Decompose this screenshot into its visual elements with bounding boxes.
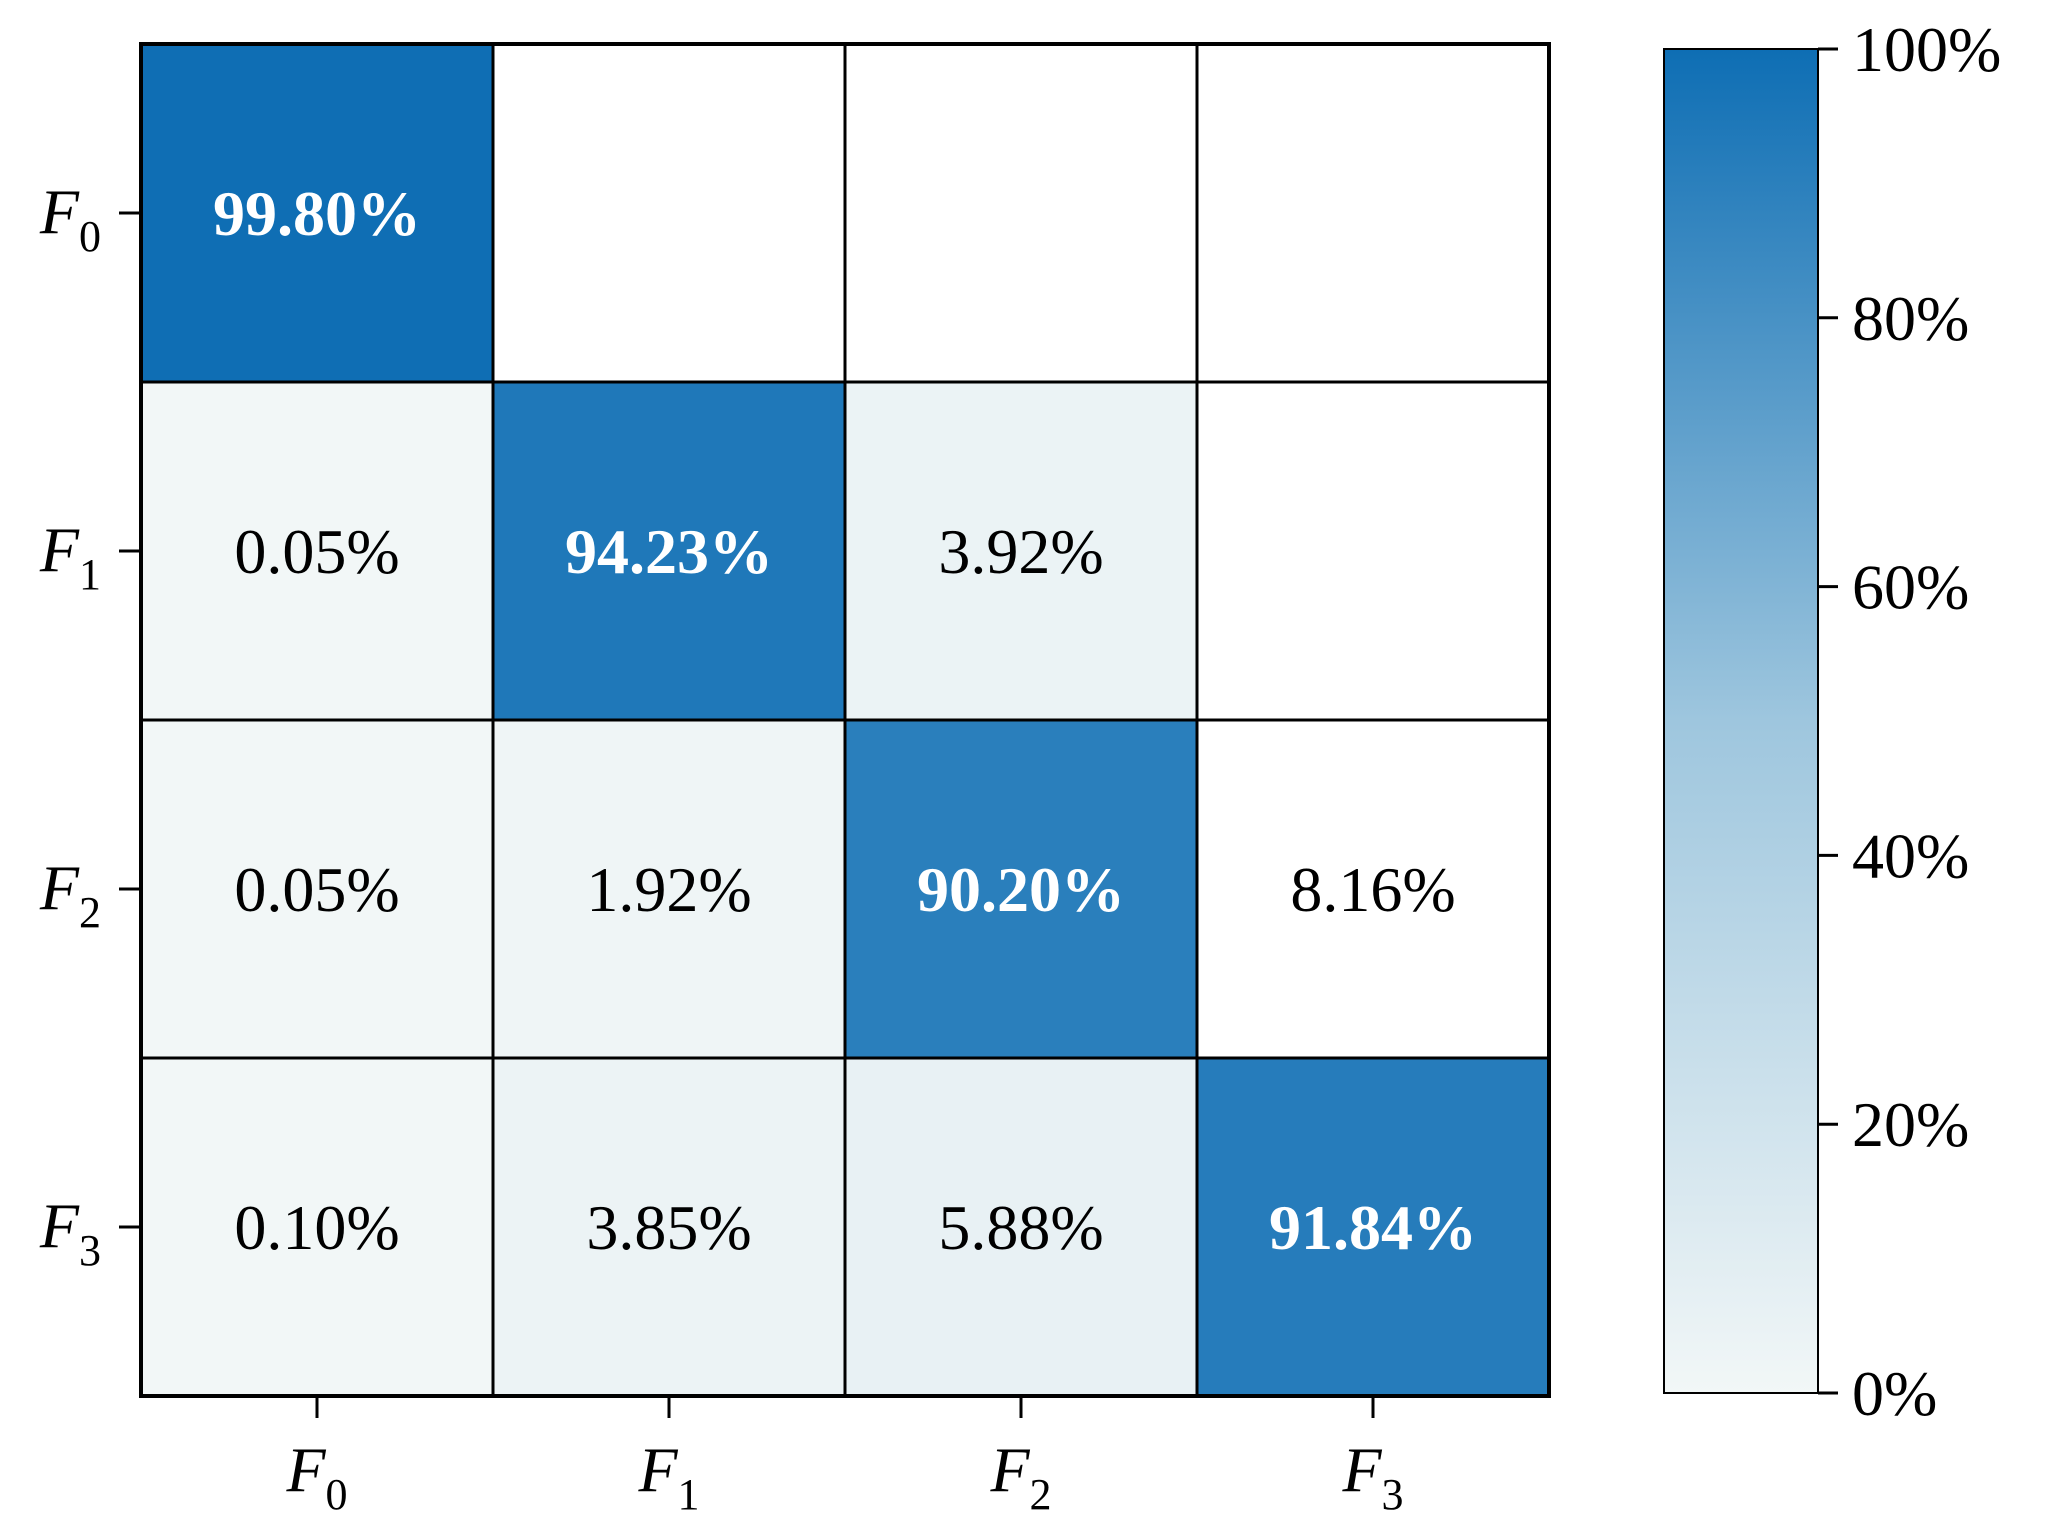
colorbar-tick-label-4: 80% [1852, 283, 1969, 354]
heatmap-cell-r2-c0 [139, 718, 495, 1060]
heatmap-cell-r1-c0 [139, 380, 495, 722]
colorbar: 0% 20% 40% 60% 80% 100% [1663, 14, 2001, 1429]
cell-label-r2-c2: 90.20% [917, 854, 1125, 925]
y-axis: F0 F1 F2 F3 [39, 176, 141, 1275]
heatmap-cell-r2-c3 [1195, 718, 1551, 1060]
x-tick-label-3: F3 [1341, 1434, 1403, 1519]
cell-label-r3-c3: 91.84% [1269, 1192, 1477, 1263]
heatmap-cells: 99.80% 0.05% 94.23% 3.92% 0.05% 1.92% 90.20% 8.… [139, 42, 1551, 1398]
heatmap-cell-r3-c3 [1195, 1056, 1551, 1398]
cell-label-r1-c2: 3.92% [938, 516, 1103, 587]
colorbar-tick-label-0: 0% [1852, 1358, 1937, 1429]
heatmap-cell-r1-c2 [843, 380, 1199, 722]
cell-label-r1-c0: 0.05% [234, 516, 399, 587]
colorbar-tick-label-3: 60% [1852, 552, 1969, 623]
heatmap-cell-r0-c3 [1195, 42, 1551, 384]
cell-label-r3-c1: 3.85% [586, 1192, 751, 1263]
x-tick-label-1: F1 [637, 1434, 699, 1519]
y-tick-label-3: F3 [39, 1190, 101, 1275]
colorbar-gradient [1663, 48, 1819, 1394]
cell-label-r0-c0: 99.80% [213, 178, 421, 249]
cell-label-r3-c2: 5.88% [938, 1192, 1103, 1263]
heatmap-cell-r0-c0 [139, 42, 495, 384]
heatmap-cell-r2-c1 [491, 718, 847, 1060]
y-tick-label-1: F1 [39, 514, 101, 599]
heatmap-cell-r0-c2 [843, 42, 1199, 384]
x-axis: F0 F1 F2 F3 [285, 1396, 1404, 1519]
x-tick-label-2: F2 [989, 1434, 1051, 1519]
colorbar-tick-label-2: 40% [1852, 820, 1969, 891]
y-tick-label-0: F0 [39, 176, 101, 261]
cell-label-r2-c1: 1.92% [586, 854, 751, 925]
colorbar-tick-label-1: 20% [1852, 1089, 1969, 1160]
cell-label-r2-c3: 8.16% [1290, 854, 1455, 925]
heatmap-cell-r1-c1 [491, 380, 847, 722]
y-tick-label-2: F2 [39, 852, 101, 937]
cell-label-r1-c1: 94.23% [565, 516, 773, 587]
heatmap-cell-r1-c3 [1195, 380, 1551, 722]
heatmap-frame [139, 42, 1551, 1398]
heatmap-cell-r0-c1 [491, 42, 847, 384]
heatmap-cell-r3-c1 [491, 1056, 847, 1398]
colorbar-tick-label-5: 100% [1852, 14, 2001, 85]
x-tick-label-0: F0 [285, 1434, 347, 1519]
cell-label-r2-c0: 0.05% [234, 854, 399, 925]
cell-label-r3-c0: 0.10% [234, 1192, 399, 1263]
